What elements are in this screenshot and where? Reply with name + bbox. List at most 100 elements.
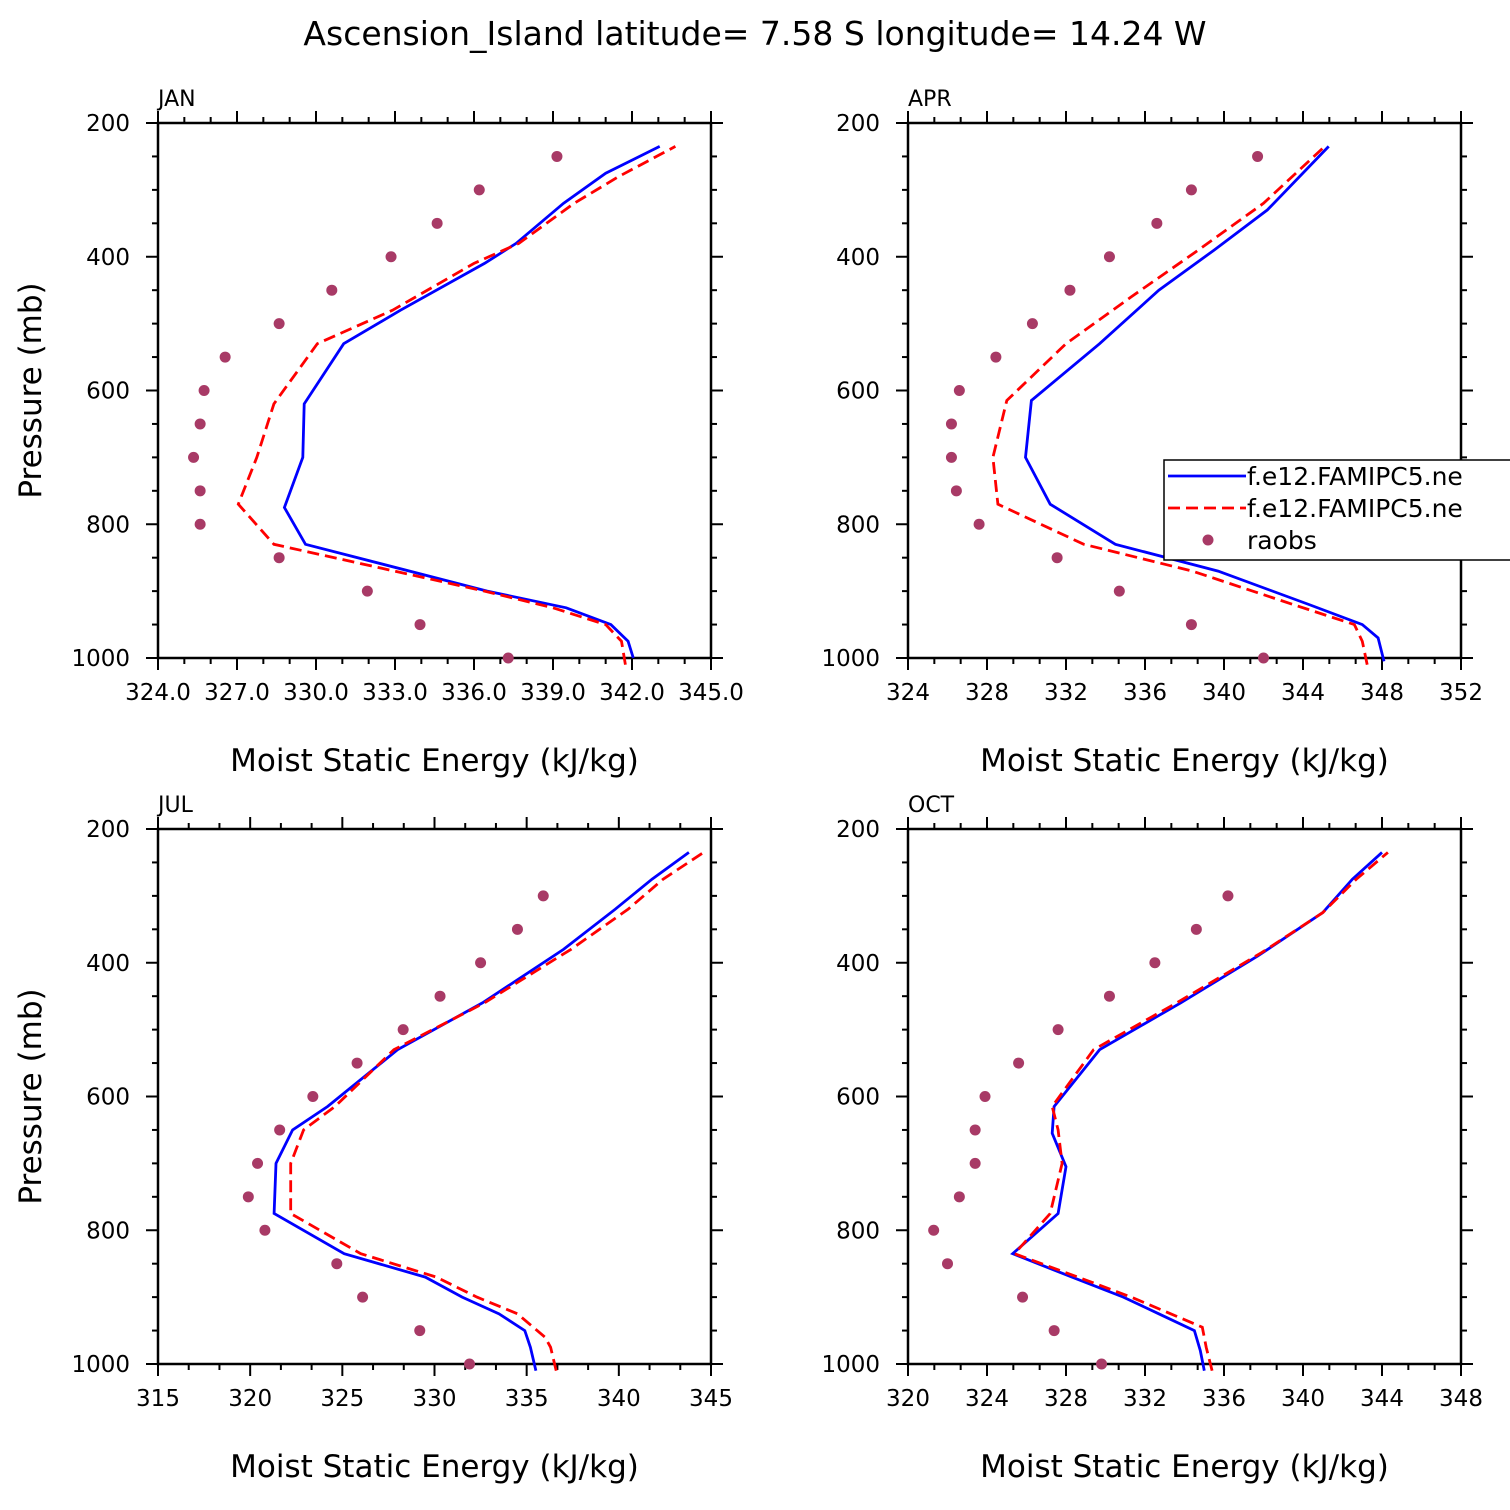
- legend-label: raobs: [1247, 526, 1317, 555]
- x-tick-label: 342.0: [599, 680, 665, 706]
- raobs-point: [259, 1224, 271, 1236]
- y-tick-label: 800: [86, 512, 130, 538]
- raobs-point: [1064, 284, 1076, 296]
- panels: JAN 324.0 327.0 330.0 333.0 336.0 339.0 342.0 34…: [13, 87, 1483, 1485]
- raobs-point: [357, 1291, 369, 1303]
- raobs-point: [385, 251, 397, 263]
- legend: f.e12.FAMIPC5.ne f.e12.FAMIPC5.ne raobs: [1163, 459, 1510, 561]
- raobs-point: [414, 1325, 426, 1337]
- model-series-dashed-red: [236, 145, 677, 665]
- y-tick-label: 400: [836, 245, 880, 271]
- raobs-point: [1222, 890, 1234, 902]
- raobs-point: [979, 1091, 991, 1102]
- raobs-point: [198, 385, 210, 396]
- raobs-point: [942, 1258, 953, 1270]
- y-tick-label: 1000: [71, 646, 130, 672]
- raobs-point: [274, 1124, 286, 1136]
- y-tick-label: 800: [836, 1218, 880, 1244]
- raobs-point: [351, 1057, 363, 1069]
- raobs-point: [194, 418, 206, 430]
- x-tick-label: 352: [1439, 680, 1483, 706]
- x-tick-label: 332: [1123, 1386, 1167, 1412]
- y-axis-title: Pressure (mb): [13, 988, 49, 1204]
- y-tick-label: 600: [836, 1085, 880, 1111]
- legend-label: f.e12.FAMIPC5.ne: [1247, 494, 1463, 523]
- raobs-point: [397, 1024, 409, 1036]
- x-tick-label: 327.0: [204, 680, 270, 706]
- raobs-point: [1151, 217, 1163, 229]
- raobs-point: [537, 890, 549, 902]
- panel-label: OCT: [908, 793, 955, 818]
- raobs-point: [361, 585, 373, 597]
- x-axis-title: Moist Static Energy (kJ/kg): [980, 1449, 1389, 1485]
- x-tick-label: 345.0: [678, 680, 744, 706]
- raobs-point: [945, 451, 957, 463]
- model-series-dashed-red: [289, 851, 705, 1372]
- raobs-point: [1051, 552, 1063, 564]
- y-tick-label: 600: [86, 379, 130, 405]
- model-series-dashed-red: [991, 145, 1369, 665]
- model-series-solid-blue: [282, 145, 661, 659]
- x-tick-label: 336: [1202, 1386, 1246, 1412]
- raobs-point: [188, 451, 200, 463]
- model-series-solid-blue: [1024, 145, 1386, 662]
- x-tick-label: 330.0: [283, 680, 349, 706]
- y-tick-label: 800: [86, 1218, 130, 1244]
- raobs-series: [188, 150, 563, 664]
- y-tick-label: 200: [86, 817, 130, 843]
- raobs-point: [1026, 318, 1038, 330]
- raobs-point: [473, 184, 485, 196]
- raobs-point: [194, 518, 206, 530]
- x-tick-label: 340: [1281, 1386, 1325, 1412]
- raobs-point: [1258, 652, 1269, 664]
- y-tick-label: 1000: [71, 1352, 130, 1378]
- y-tick-label: 400: [86, 245, 130, 271]
- raobs-point: [219, 351, 231, 363]
- x-tick-label: 339.0: [520, 680, 586, 706]
- raobs-point: [1013, 1057, 1025, 1069]
- raobs-point: [326, 284, 338, 296]
- x-tick-label: 330: [413, 1386, 457, 1412]
- raobs-point: [953, 1191, 965, 1203]
- plot-frame: [906, 827, 1463, 1366]
- raobs-point: [511, 923, 523, 935]
- raobs-point: [242, 1191, 254, 1203]
- panel-label: JAN: [156, 87, 196, 112]
- raobs-point: [1096, 1358, 1108, 1370]
- x-axis-title: Moist Static Energy (kJ/kg): [230, 743, 639, 779]
- raobs-point: [307, 1091, 319, 1102]
- raobs-point: [1017, 1291, 1029, 1303]
- raobs-point: [331, 1258, 343, 1270]
- x-tick-label: 336: [1123, 680, 1167, 706]
- y-tick-label: 200: [836, 817, 880, 843]
- raobs-point: [434, 990, 446, 1002]
- x-axis-title: Moist Static Energy (kJ/kg): [230, 1449, 639, 1485]
- x-tick-label: 315: [136, 1386, 180, 1412]
- x-tick-label: 344: [1360, 1386, 1404, 1412]
- x-tick-label: 340: [1202, 680, 1246, 706]
- raobs-point: [1149, 957, 1161, 969]
- raobs-point: [950, 485, 962, 497]
- x-tick-label: 324.0: [125, 680, 191, 706]
- model-series-dashed-red: [1012, 851, 1389, 1372]
- y-tick-label: 200: [836, 111, 880, 137]
- raobs-point: [969, 1124, 981, 1136]
- raobs-point: [1185, 619, 1197, 631]
- y-tick-label: 400: [86, 951, 130, 977]
- raobs-point: [1103, 251, 1115, 263]
- raobs-point: [953, 385, 965, 396]
- x-tick-label: 332: [1044, 680, 1088, 706]
- raobs-point: [475, 957, 487, 969]
- panel-label: APR: [908, 87, 952, 112]
- raobs-point: [273, 318, 285, 330]
- x-tick-label: 348: [1360, 680, 1404, 706]
- panel-jul: JUL 315 320 325 330 335 340 345 200 400 600 800 1000…: [13, 793, 733, 1485]
- model-series-solid-blue: [272, 851, 690, 1372]
- raobs-series: [928, 890, 1234, 1370]
- raobs-point: [1252, 150, 1264, 162]
- legend-raobs-marker: [1202, 534, 1214, 546]
- raobs-point: [1190, 923, 1202, 935]
- x-tick-label: 335: [505, 1386, 549, 1412]
- panel-apr: APR 324 328 332 336 340 344 348 352 200 400 600 800 1…: [821, 87, 1483, 779]
